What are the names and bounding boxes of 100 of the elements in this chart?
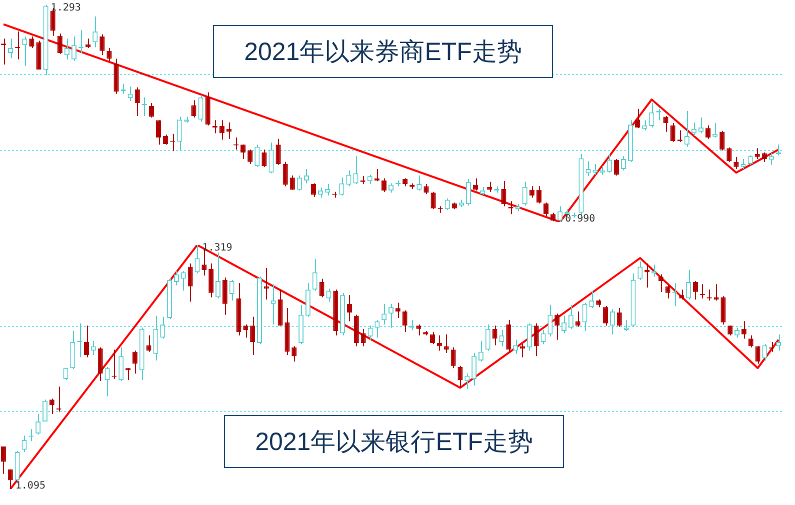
candlestick	[248, 149, 253, 164]
candlestick	[243, 324, 248, 338]
candlestick	[146, 334, 152, 352]
candlestick	[374, 320, 380, 338]
candlestick	[458, 365, 463, 388]
candlestick	[64, 38, 70, 60]
candlestick	[106, 47, 112, 62]
candlestick	[670, 122, 676, 142]
candlestick	[562, 315, 566, 334]
candlestick	[346, 294, 352, 322]
candlestick	[663, 116, 668, 132]
candlestick	[78, 30, 84, 54]
candlestick	[464, 373, 470, 390]
candlestick	[92, 16, 98, 48]
candlestick	[312, 258, 318, 292]
candlestick	[620, 156, 626, 171]
candlestick	[86, 38, 91, 48]
candlestick	[15, 31, 20, 60]
candlestick	[276, 138, 281, 166]
candlestick	[148, 102, 154, 118]
candlestick	[98, 346, 103, 382]
candlestick	[160, 316, 166, 340]
candlestick	[698, 116, 704, 134]
candlestick	[526, 322, 532, 352]
candlestick	[665, 284, 670, 299]
candlestick	[134, 86, 140, 117]
candlestick	[762, 152, 767, 162]
candlestick	[658, 274, 664, 292]
candlestick	[219, 120, 224, 140]
candlestick	[487, 181, 492, 192]
candlestick	[586, 160, 591, 177]
candlestick	[177, 116, 182, 151]
candlestick	[118, 346, 124, 382]
candlestick	[485, 324, 490, 352]
candlestick	[478, 340, 484, 362]
candlestick	[712, 122, 718, 138]
candlestick	[720, 296, 726, 326]
candlestick	[649, 102, 654, 128]
candlestick	[755, 346, 760, 364]
candlestick	[606, 153, 612, 174]
candlestick	[762, 344, 768, 361]
candlestick	[522, 181, 528, 206]
candlestick	[726, 147, 732, 162]
candlestick	[104, 366, 110, 397]
candlestick	[638, 260, 643, 280]
candlestick	[610, 308, 615, 335]
candlestick	[651, 264, 656, 278]
candlestick	[268, 142, 274, 174]
candlestick	[0, 446, 6, 474]
candlestick	[325, 184, 330, 196]
candlestick	[430, 191, 436, 210]
candlestick	[339, 177, 344, 196]
text: 2021年以来银行ETF走势	[224, 415, 564, 468]
candlestick	[492, 325, 498, 346]
text: 2021年以来券商ETF走势	[213, 25, 553, 78]
candlestick	[740, 158, 746, 170]
candlestick	[534, 322, 539, 357]
candlestick	[290, 174, 295, 190]
candlestick	[554, 313, 560, 340]
candlestick	[346, 170, 352, 187]
candlestick	[734, 156, 739, 170]
candlestick	[582, 302, 588, 332]
candlestick	[592, 163, 598, 176]
candlestick	[381, 178, 386, 192]
candlestick	[180, 270, 186, 292]
candlestick	[589, 290, 594, 309]
candlestick	[250, 316, 256, 356]
candlestick	[353, 156, 358, 185]
candlestick	[132, 350, 138, 374]
candlestick	[686, 270, 692, 300]
candlestick	[616, 308, 622, 328]
candlestick	[693, 280, 698, 300]
candlestick	[8, 468, 13, 490]
candlestick	[367, 174, 372, 185]
candlestick	[529, 186, 534, 198]
candlestick	[226, 122, 232, 140]
candlestick	[8, 38, 14, 58]
candlestick	[188, 263, 193, 302]
candlestick	[568, 304, 574, 330]
candlestick	[768, 152, 774, 166]
candlestick	[36, 413, 41, 436]
candlestick	[198, 94, 204, 122]
candlestick	[705, 124, 711, 140]
candlestick	[424, 184, 429, 195]
candlestick	[614, 158, 619, 176]
candlestick	[49, 398, 54, 414]
candlestick	[754, 148, 760, 160]
candlestick	[212, 120, 218, 134]
candlestick	[776, 334, 782, 352]
candlestick	[395, 302, 400, 318]
candlestick	[156, 120, 162, 146]
candlestick	[450, 346, 456, 369]
candlestick	[153, 315, 158, 361]
candlestick	[229, 279, 234, 302]
candlestick	[84, 325, 89, 358]
candlestick	[741, 320, 746, 340]
candlestick	[270, 284, 276, 326]
candlestick	[558, 206, 563, 222]
candlestick	[444, 198, 450, 210]
candlestick	[292, 346, 297, 362]
